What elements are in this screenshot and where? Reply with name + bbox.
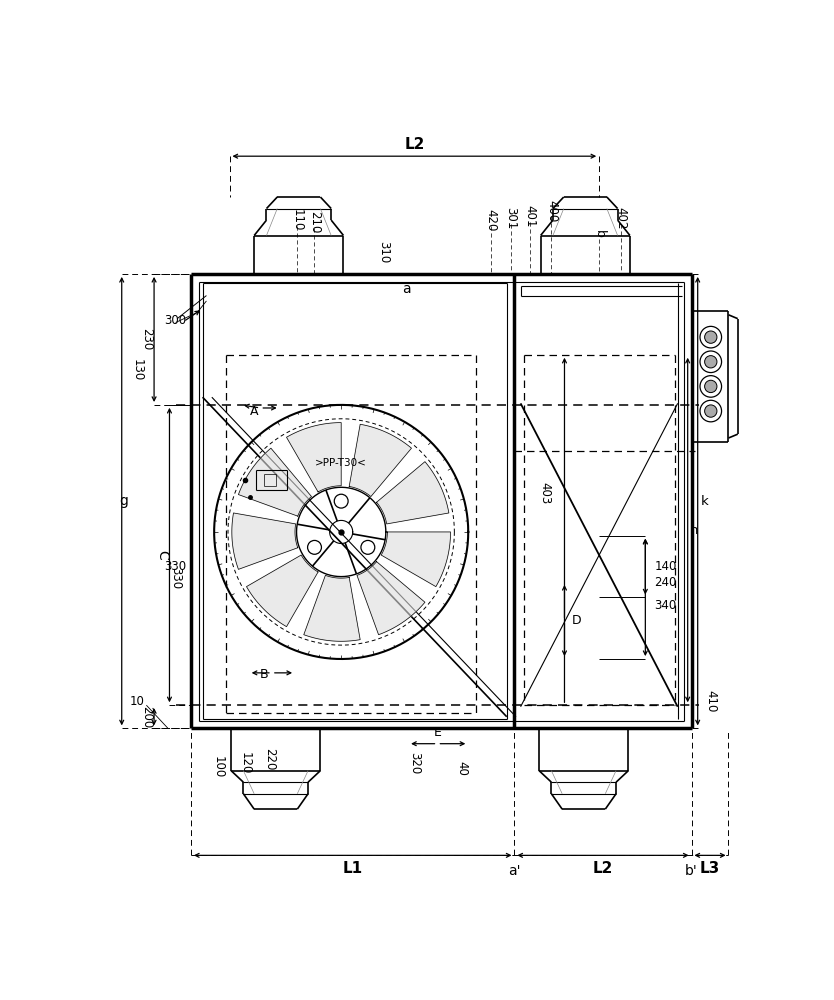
Text: 130: 130 xyxy=(131,359,143,381)
Circle shape xyxy=(705,331,717,343)
Text: 210: 210 xyxy=(308,211,321,234)
Text: b: b xyxy=(593,230,605,238)
Polygon shape xyxy=(247,555,318,627)
Circle shape xyxy=(700,400,721,422)
Text: 200: 200 xyxy=(140,706,153,728)
Text: 403: 403 xyxy=(539,482,552,505)
Text: 402: 402 xyxy=(614,207,627,230)
Text: 420: 420 xyxy=(485,209,498,231)
Polygon shape xyxy=(239,448,311,516)
Polygon shape xyxy=(304,575,360,641)
Polygon shape xyxy=(381,532,450,587)
Text: 310: 310 xyxy=(377,241,390,264)
Text: 10: 10 xyxy=(130,695,144,708)
Circle shape xyxy=(700,376,721,397)
Text: 300: 300 xyxy=(164,314,187,327)
Text: 320: 320 xyxy=(408,752,421,774)
Text: >PP-T30<: >PP-T30< xyxy=(315,458,367,468)
Text: 301: 301 xyxy=(504,207,517,230)
Polygon shape xyxy=(377,462,449,524)
Text: C: C xyxy=(155,550,168,560)
Text: 120: 120 xyxy=(239,752,251,774)
Text: 220: 220 xyxy=(263,748,276,770)
Polygon shape xyxy=(349,424,411,497)
Text: 340: 340 xyxy=(655,599,677,612)
Text: L2: L2 xyxy=(593,861,613,876)
Text: 410: 410 xyxy=(704,690,717,713)
Text: 401: 401 xyxy=(523,205,536,227)
Text: 140: 140 xyxy=(655,560,677,573)
Text: L2: L2 xyxy=(404,137,425,152)
Text: g: g xyxy=(118,494,128,508)
Circle shape xyxy=(700,351,721,373)
Text: L1: L1 xyxy=(343,861,363,876)
Text: L3: L3 xyxy=(700,861,720,876)
Circle shape xyxy=(700,326,721,348)
Polygon shape xyxy=(357,562,425,635)
Text: 100: 100 xyxy=(212,756,224,778)
Circle shape xyxy=(361,540,374,554)
Text: b': b' xyxy=(686,864,698,878)
Circle shape xyxy=(705,380,717,393)
Text: 40: 40 xyxy=(455,761,469,776)
Polygon shape xyxy=(287,423,341,492)
Circle shape xyxy=(705,356,717,368)
Text: a': a' xyxy=(508,864,520,878)
Circle shape xyxy=(705,405,717,417)
Text: E: E xyxy=(434,726,441,739)
Text: 240: 240 xyxy=(655,576,677,588)
Text: 110: 110 xyxy=(291,209,304,231)
Polygon shape xyxy=(232,513,298,569)
Text: 330: 330 xyxy=(169,567,182,589)
Text: 230: 230 xyxy=(140,328,153,351)
Text: a: a xyxy=(402,282,411,296)
Text: h: h xyxy=(690,524,698,537)
Text: k: k xyxy=(701,495,709,508)
Text: D: D xyxy=(572,614,582,627)
Text: A: A xyxy=(250,405,259,418)
Circle shape xyxy=(334,494,348,508)
Text: 400: 400 xyxy=(545,200,558,222)
Text: 330: 330 xyxy=(164,560,187,573)
Text: B: B xyxy=(260,668,269,681)
Circle shape xyxy=(308,540,321,554)
